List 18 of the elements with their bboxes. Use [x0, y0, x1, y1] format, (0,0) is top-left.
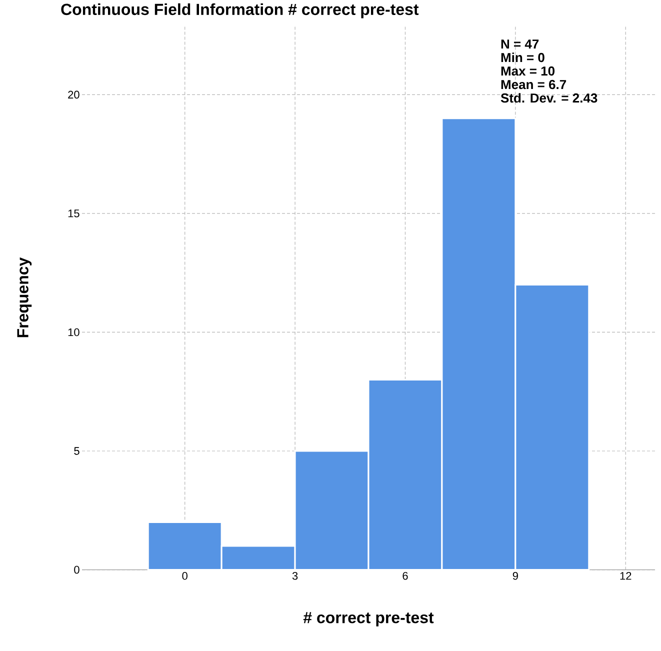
- y-axis-title: Frequency: [17, 258, 32, 338]
- x-tick-label: 9: [512, 572, 518, 580]
- y-tick-label: 15: [68, 210, 80, 218]
- x-tick-label: 3: [292, 572, 298, 580]
- annotation: Mean = 6.7: [501, 80, 566, 90]
- x-tick-label: 6: [402, 572, 408, 580]
- x-tick-label: 12: [620, 572, 632, 580]
- x-axis-title: # correct pre-test: [303, 612, 434, 627]
- y-tick-label: 10: [68, 328, 80, 336]
- y-tick-label: 5: [74, 447, 80, 455]
- x-tick-label: 0: [182, 572, 188, 580]
- annotation: Std. Dev. = 2.43: [500, 93, 598, 103]
- y-tick-label: 20: [68, 90, 80, 99]
- y-tick-label: 0: [74, 566, 80, 574]
- chart-title: Continuous Field Information # correct pre-test: [61, 3, 419, 18]
- annotation: Min = 0: [501, 52, 544, 62]
- annotation: N = 47: [501, 40, 539, 49]
- annotation: Max = 10: [501, 66, 555, 76]
